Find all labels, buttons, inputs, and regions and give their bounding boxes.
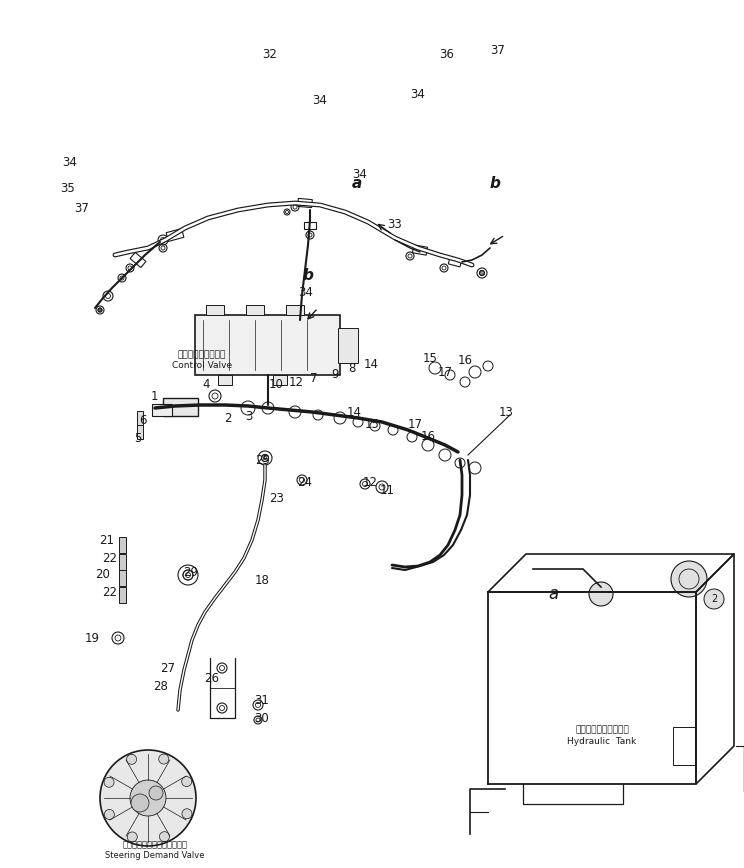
Bar (137, 425, 143, 439)
Text: 13: 13 (498, 406, 513, 419)
Text: 15: 15 (423, 352, 437, 365)
Text: 33: 33 (388, 219, 403, 232)
Circle shape (100, 750, 196, 846)
Text: 17: 17 (408, 418, 423, 431)
Text: b: b (490, 175, 501, 190)
Bar (166, 228, 184, 241)
Text: 2: 2 (224, 412, 231, 425)
Circle shape (671, 561, 707, 597)
Text: 34: 34 (411, 89, 426, 102)
Text: 4: 4 (202, 378, 210, 391)
Text: Steering Demand Valve: Steering Demand Valve (105, 852, 205, 860)
Text: 34: 34 (353, 168, 368, 181)
Text: 14: 14 (364, 358, 379, 371)
Bar (118, 554, 126, 570)
Bar (246, 305, 264, 315)
Bar (118, 570, 126, 586)
Text: 34: 34 (312, 94, 327, 107)
Text: 22: 22 (103, 587, 118, 600)
Bar (152, 404, 172, 416)
Circle shape (149, 786, 163, 800)
Text: 3: 3 (246, 410, 253, 423)
Bar (137, 411, 143, 425)
Text: 34: 34 (298, 286, 313, 299)
Text: 35: 35 (60, 181, 75, 194)
Bar (412, 245, 428, 255)
Text: 1: 1 (150, 391, 158, 404)
Text: b: b (303, 267, 313, 282)
Text: 5: 5 (135, 431, 141, 444)
Text: 24: 24 (298, 476, 312, 489)
Text: Control Valve: Control Valve (172, 360, 232, 370)
Circle shape (127, 832, 137, 842)
Circle shape (158, 754, 169, 764)
Bar (118, 537, 126, 553)
Bar (449, 257, 462, 267)
Text: 23: 23 (269, 492, 284, 505)
Text: 15: 15 (365, 418, 379, 431)
Text: 20: 20 (95, 569, 110, 582)
Text: a: a (548, 585, 558, 603)
Text: 32: 32 (263, 49, 278, 62)
Text: 6: 6 (139, 413, 147, 426)
Circle shape (182, 809, 192, 819)
Text: 37: 37 (74, 201, 89, 214)
Text: 9: 9 (331, 367, 339, 380)
Text: 17: 17 (437, 366, 452, 379)
Bar (118, 587, 126, 603)
Text: 27: 27 (161, 661, 176, 674)
Text: 36: 36 (440, 49, 455, 62)
Bar (130, 253, 146, 267)
Circle shape (131, 794, 149, 812)
Text: 31: 31 (254, 694, 269, 707)
Circle shape (126, 754, 137, 765)
Text: Hydraulic  Tank: Hydraulic Tank (568, 738, 637, 746)
Text: 8: 8 (348, 363, 356, 376)
Text: 12: 12 (289, 376, 304, 389)
Text: コントロールバルブ: コントロールバルブ (178, 351, 226, 359)
Bar (338, 327, 358, 363)
Text: 12: 12 (362, 476, 377, 489)
Text: 34: 34 (62, 156, 77, 169)
Bar (286, 305, 304, 315)
Bar (298, 199, 312, 207)
Circle shape (104, 777, 114, 787)
Text: 16: 16 (420, 430, 435, 443)
Circle shape (159, 832, 170, 842)
Text: 11: 11 (379, 483, 394, 496)
Circle shape (130, 780, 166, 816)
Text: 10: 10 (269, 378, 283, 391)
Text: 14: 14 (347, 405, 362, 418)
Circle shape (589, 582, 613, 606)
Bar (218, 375, 232, 385)
Circle shape (704, 589, 724, 609)
Text: ハイドロリックタンク: ハイドロリックタンク (575, 726, 629, 734)
Text: a: a (352, 175, 362, 190)
Bar (206, 305, 224, 315)
Text: ステアリングデマンドバルブ: ステアリングデマンドバルブ (123, 840, 187, 850)
Text: 2: 2 (711, 594, 717, 604)
Bar (673, 727, 695, 765)
Bar (273, 375, 287, 385)
Bar (195, 315, 340, 375)
Text: 25: 25 (255, 453, 270, 466)
Text: 26: 26 (205, 672, 219, 685)
Text: 21: 21 (100, 534, 115, 547)
Text: 16: 16 (458, 353, 472, 366)
Text: 19: 19 (85, 632, 100, 645)
Text: 29: 29 (184, 565, 199, 578)
Circle shape (104, 810, 115, 819)
Text: 22: 22 (103, 551, 118, 564)
Text: 7: 7 (310, 372, 318, 385)
Circle shape (182, 777, 192, 786)
Bar (162, 398, 197, 416)
Bar (304, 221, 316, 228)
Text: 28: 28 (153, 680, 168, 693)
Text: 37: 37 (490, 43, 505, 56)
Text: 18: 18 (254, 574, 269, 587)
Text: 30: 30 (254, 712, 269, 725)
